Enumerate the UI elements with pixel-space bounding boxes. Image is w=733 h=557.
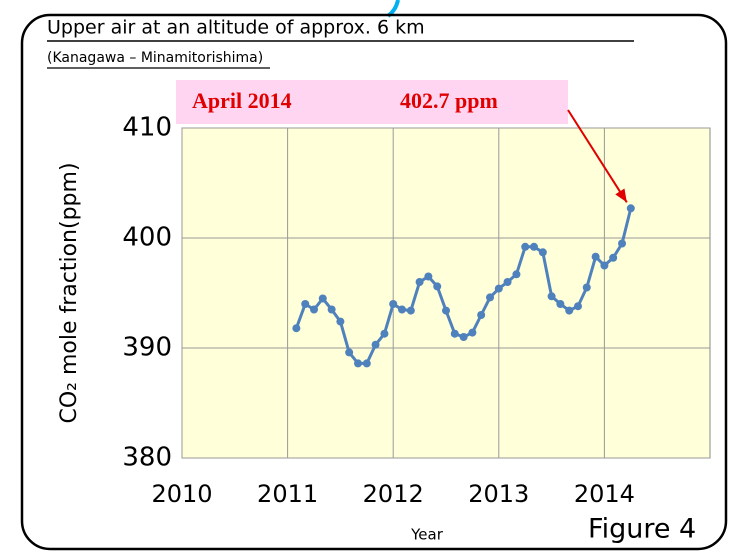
data-point [512,270,521,279]
annotation-box [176,80,568,124]
data-point [301,300,310,308]
y-axis-label: CO₂ mole fraction(ppm) [57,162,82,423]
data-point [477,311,486,319]
data-point [327,305,336,314]
decor-arrow [386,0,400,18]
data-point [292,324,301,333]
data-point [600,261,609,270]
x-tick-label: 2014 [574,480,635,508]
x-axis-label: Year [410,526,444,544]
y-tick-label: 390 [122,333,172,363]
y-tick-label: 400 [122,223,172,253]
data-point [529,242,538,251]
data-point [459,333,468,341]
data-point [538,248,547,257]
data-point [574,302,582,311]
annotation-value: 402.7 ppm [400,88,498,113]
data-point [582,283,591,292]
data-point [371,340,380,349]
data-point [450,329,459,338]
data-point [521,242,530,251]
data-point [547,292,556,301]
data-point [336,317,345,326]
annotation-arrow [567,109,628,203]
chart-title: Upper air at an altitude of approx. 6 km [47,17,425,39]
x-tick-label: 2013 [468,480,529,508]
chart-subtitle: (Kanagawa – Minamitorishima) [47,50,263,66]
data-point [345,348,354,357]
data-point [618,239,627,248]
y-tick-label: 380 [122,443,172,473]
data-point [442,306,450,315]
data-point [609,253,618,262]
data-point [389,300,398,308]
data-point [626,204,635,213]
figure-label: Figure 4 [588,514,696,545]
data-point [380,329,389,338]
data-point [354,359,363,368]
x-tick-label: 2012 [363,480,424,508]
y-tick-label: 410 [122,113,172,143]
data-point [433,282,442,291]
frame [20,13,728,551]
x-tick-label: 2010 [151,480,212,508]
annotation-arrowhead [615,188,627,203]
data-point [565,306,574,315]
data-point [310,305,318,314]
x-tick-label: 2011 [257,480,318,508]
data-point [556,300,565,308]
annotation-date: April 2014 [192,88,292,113]
data-point [318,294,327,303]
data-point [494,284,503,293]
data-point [415,278,424,286]
data-point [591,252,600,261]
data-point [424,272,433,281]
data-point [406,306,415,315]
data-point [362,359,371,368]
data-point [503,278,512,286]
data-point [468,328,477,337]
plot-area [181,127,711,459]
data-point [397,305,406,314]
data-point [486,293,495,302]
